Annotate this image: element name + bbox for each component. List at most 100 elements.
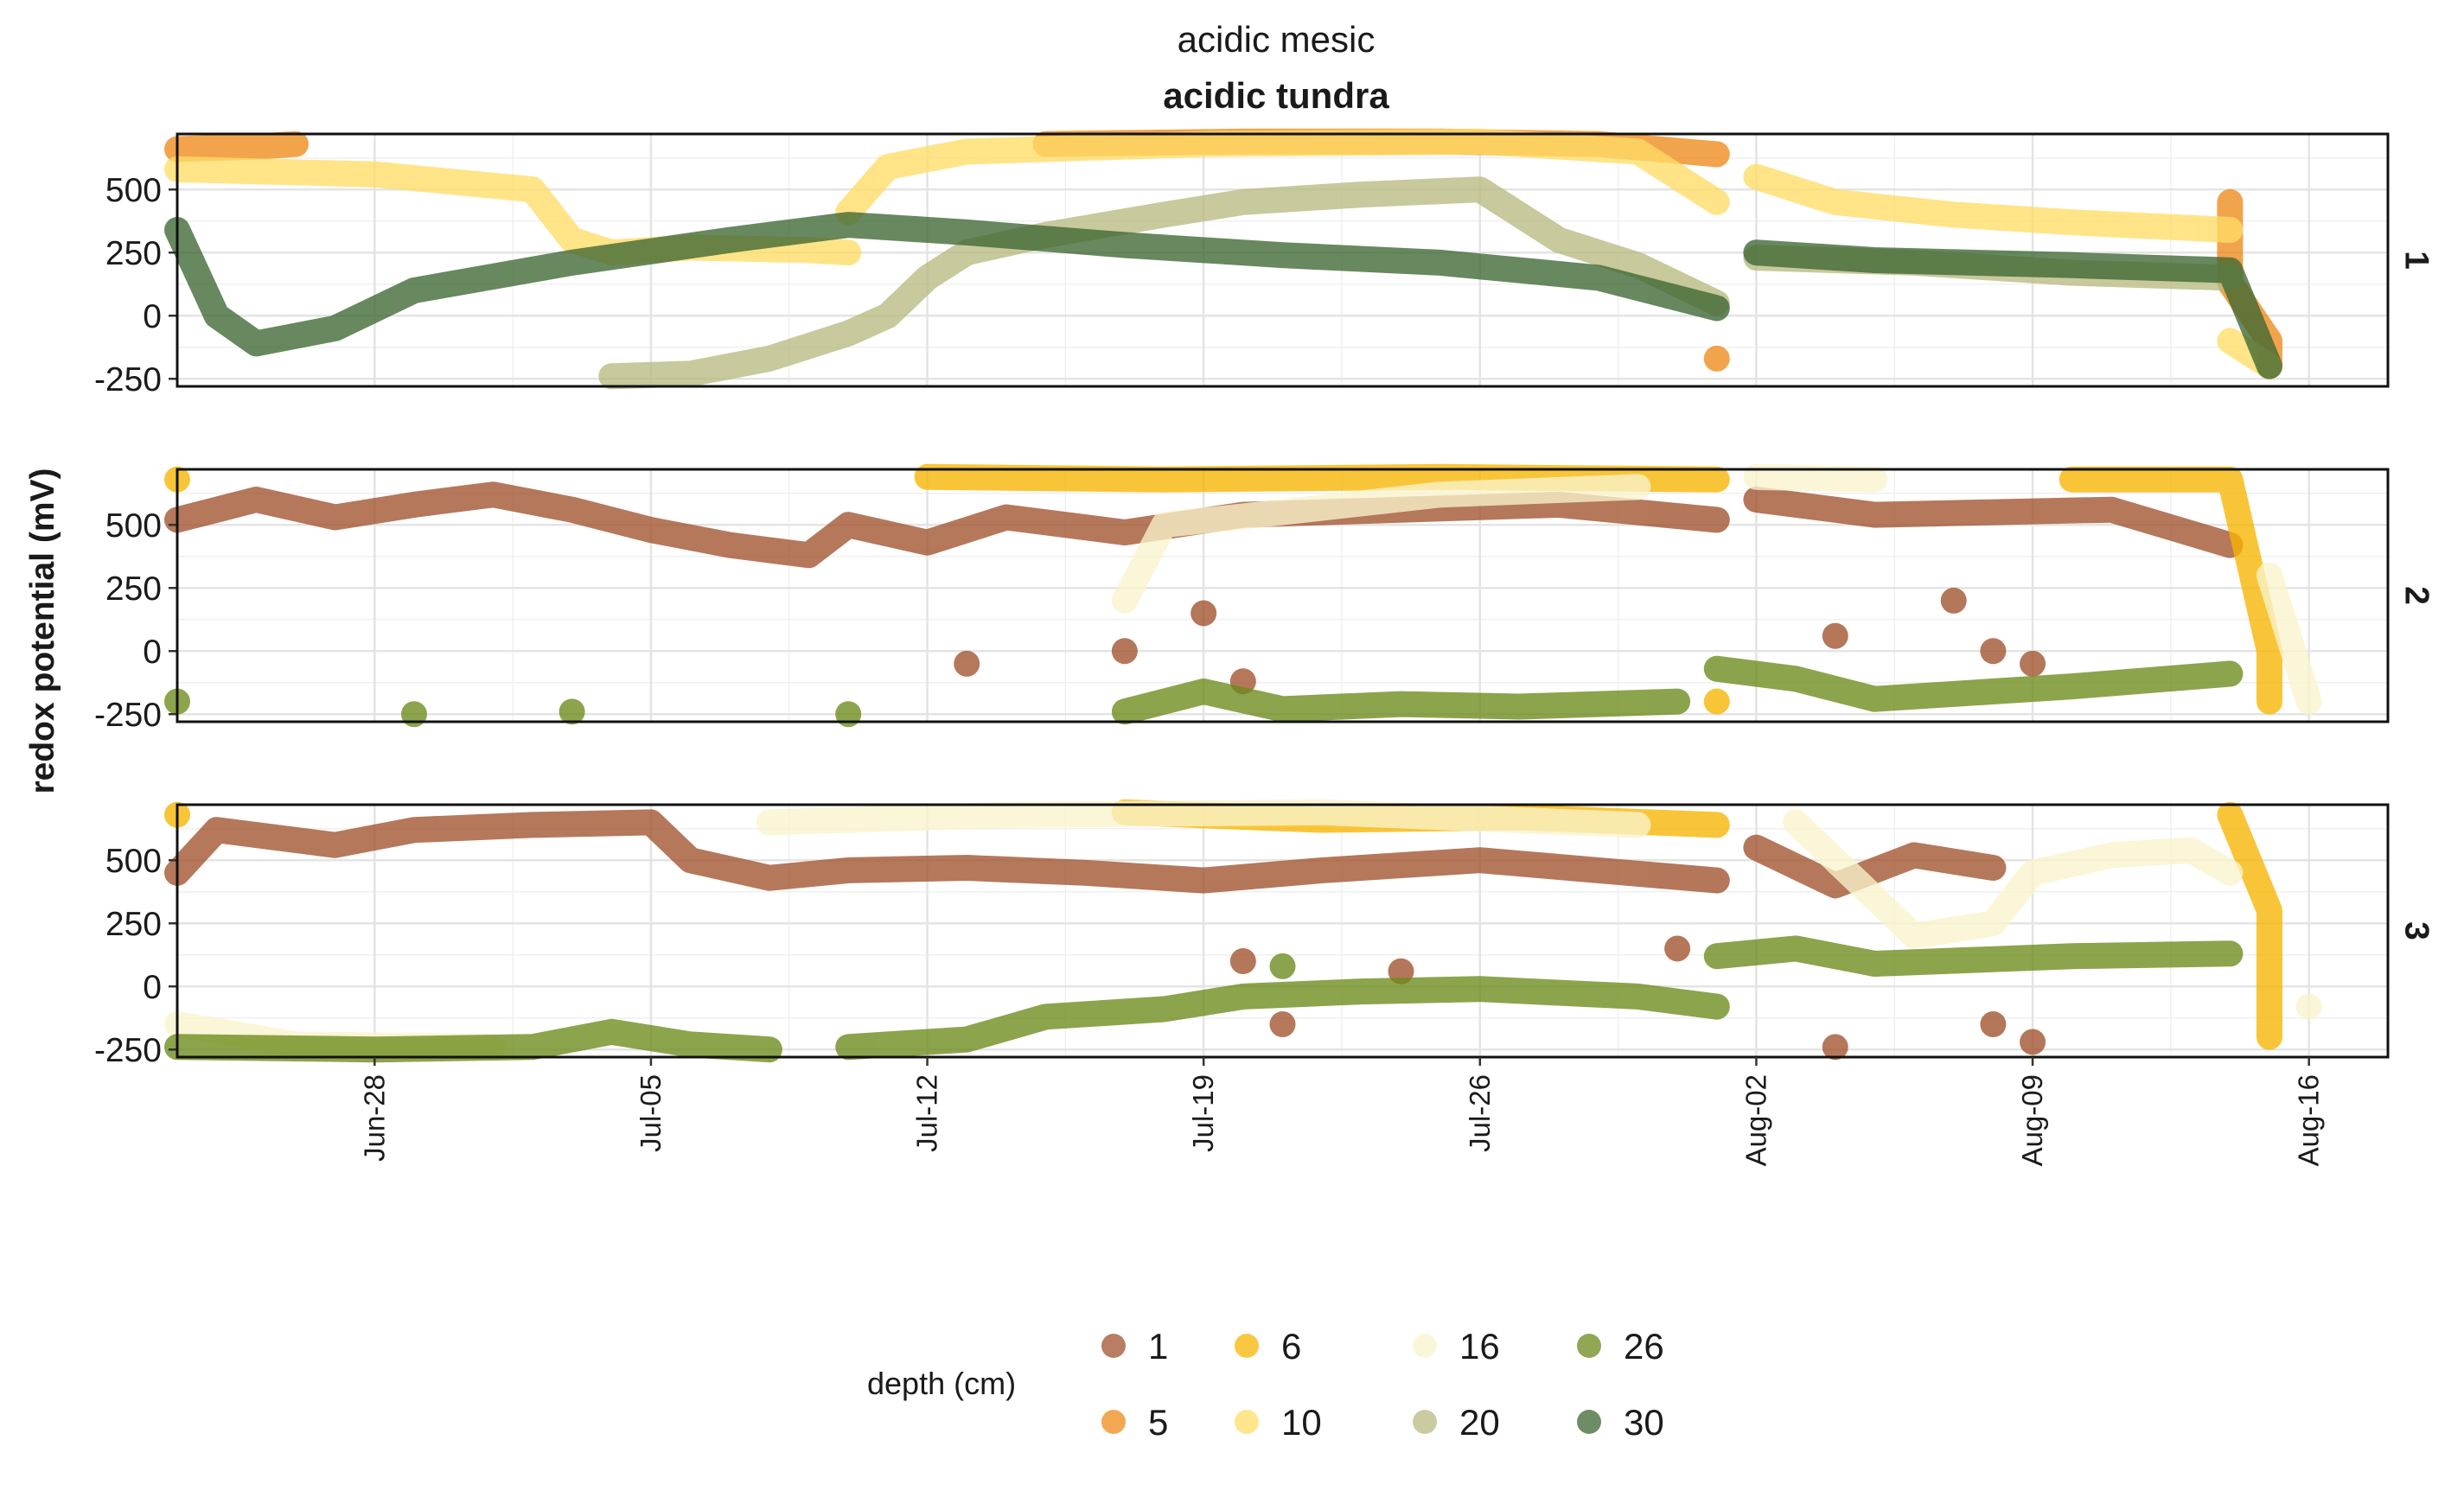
- x-axis: Jun-28 Jul-05 Jul-12 Jul-19 Jul-26 Aug-02 Aug-…: [358, 1057, 2325, 1166]
- panel-border: [176, 803, 2390, 1059]
- data-trace: [1743, 487, 2244, 558]
- y-tick-label: -250: [94, 1032, 162, 1069]
- data-trace: [835, 128, 1730, 226]
- legend-key: [1413, 1334, 1437, 1358]
- y-tick-label: 250: [105, 235, 162, 272]
- data-point: [1703, 345, 1730, 372]
- data-trace: [1703, 935, 2244, 977]
- data-trace: [164, 156, 862, 266]
- data-trace: [1743, 239, 2282, 379]
- y-tick-label: 0: [143, 634, 162, 671]
- data-trace: [1783, 809, 2244, 949]
- data-point: [400, 701, 427, 728]
- legend-key: [1101, 1410, 1126, 1434]
- legend-entry-26: 26: [1577, 1326, 1664, 1367]
- series-depth-30: [164, 212, 2282, 379]
- x-tick-label: Aug-16: [2293, 1074, 2325, 1166]
- x-tick-label: Jul-12: [911, 1074, 943, 1152]
- y-tick-label: 500: [105, 507, 162, 545]
- legend-entry-30: 30: [1577, 1402, 1664, 1443]
- y-tick-label: -250: [94, 697, 162, 734]
- x-tick-label: Jul-26: [1464, 1074, 1496, 1152]
- y-axis-label: redox potential (mV): [24, 468, 61, 793]
- legend-key: [1577, 1410, 1601, 1434]
- data-trace: [1743, 163, 2244, 243]
- data-trace: [1743, 834, 2007, 899]
- y-tick-label: 250: [105, 570, 162, 608]
- data-point: [2020, 650, 2046, 677]
- x-tick-label: Aug-09: [2016, 1074, 2048, 1166]
- data-trace: [1111, 474, 1651, 614]
- data-trace: [1703, 655, 2244, 712]
- data-trace: [164, 212, 1730, 357]
- legend-label: 16: [1459, 1326, 1500, 1367]
- x-tick-label: Aug-02: [1739, 1074, 1771, 1166]
- data-trace: [164, 1018, 782, 1063]
- data-trace: [2257, 562, 2322, 715]
- legend-key: [1235, 1410, 1259, 1434]
- legend: depth (cm) 1 5 6 10 16 20 26 30: [867, 1326, 1664, 1443]
- legend-label: 10: [1281, 1402, 1322, 1443]
- panel-2: -250 0 250 500 2: [94, 463, 2435, 734]
- legend-label: 20: [1459, 1402, 1500, 1443]
- y-tick-label: 250: [105, 906, 162, 943]
- facet-strip-label: 3: [2398, 921, 2435, 940]
- y-tick-label: -250: [94, 361, 162, 398]
- y-tick-label: 0: [143, 298, 162, 335]
- series-depth-26: [164, 655, 2244, 728]
- data-point: [559, 698, 585, 725]
- chart-subtitle: acidic tundra: [1163, 75, 1389, 116]
- x-tick-label: Jul-19: [1187, 1074, 1219, 1152]
- facet-strip-label: 1: [2398, 251, 2435, 270]
- legend-entry-1: 1: [1101, 1326, 1168, 1367]
- chart-title: acidic mesic: [1178, 19, 1376, 60]
- panel-1: -250 0 250 500 1: [94, 128, 2435, 398]
- legend-entry-5: 5: [1101, 1402, 1168, 1443]
- legend-label: 26: [1624, 1326, 1664, 1367]
- data-trace: [164, 809, 1730, 894]
- legend-entry-6: 6: [1235, 1326, 1301, 1367]
- facet-strip-label: 2: [2398, 586, 2435, 605]
- data-point: [1822, 622, 1848, 649]
- legend-key: [1577, 1334, 1601, 1358]
- data-point: [1191, 600, 1217, 627]
- data-trace: [2217, 801, 2282, 1050]
- x-tick-label: Jun-28: [358, 1074, 390, 1162]
- data-trace: [164, 131, 309, 162]
- legend-entry-10: 10: [1235, 1402, 1322, 1443]
- y-tick-label: 0: [143, 969, 162, 1006]
- legend-entry-20: 20: [1413, 1402, 1500, 1443]
- y-tick-label: 500: [105, 172, 162, 209]
- legend-label: 5: [1148, 1402, 1168, 1443]
- data-point: [1229, 948, 1256, 975]
- x-tick-label: Jul-05: [635, 1074, 667, 1152]
- data-point: [1980, 1011, 2007, 1038]
- data-point: [954, 650, 980, 677]
- series-depth-26: [164, 935, 2244, 1063]
- facet-panels: -250 0 250 500 1 -250 0 250 500 2 -250 0 250 500 3: [94, 128, 2435, 1069]
- panel-3: -250 0 250 500 3: [94, 799, 2435, 1069]
- data-point: [1822, 1034, 1848, 1061]
- data-point: [835, 701, 862, 728]
- data-point: [1269, 1011, 1296, 1038]
- data-point: [2020, 1029, 2046, 1055]
- legend-entry-16: 16: [1413, 1326, 1500, 1367]
- series-depth-10: [164, 128, 2282, 379]
- legend-label: 1: [1148, 1326, 1168, 1367]
- legend-label: 6: [1281, 1326, 1301, 1367]
- data-point: [1980, 638, 2007, 665]
- data-trace: [1743, 463, 1888, 493]
- legend-title: depth (cm): [867, 1366, 1016, 1401]
- data-point: [1111, 638, 1138, 665]
- data-trace: [1111, 679, 1691, 725]
- panel-border: [176, 132, 2390, 388]
- data-trace: [2059, 466, 2282, 715]
- series-depth-16: [1111, 463, 2322, 715]
- series-depth-1: [164, 809, 2046, 1061]
- legend-label: 30: [1624, 1402, 1664, 1443]
- data-trace: [835, 976, 1730, 1061]
- panel-border: [176, 468, 2390, 723]
- legend-key: [1101, 1334, 1126, 1358]
- legend-key: [1413, 1410, 1437, 1434]
